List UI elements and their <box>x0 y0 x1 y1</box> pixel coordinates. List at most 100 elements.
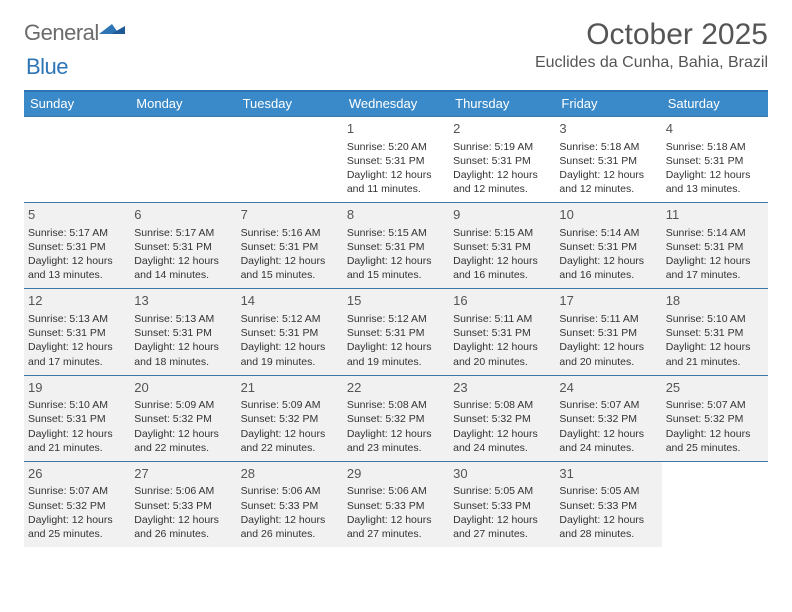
day-sunset: Sunset: 5:31 PM <box>559 154 657 168</box>
day-cell: 30Sunrise: 5:05 AMSunset: 5:33 PMDayligh… <box>449 462 555 547</box>
weekday-wednesday: Wednesday <box>343 92 449 116</box>
day-number: 19 <box>28 379 126 397</box>
day-daylight2: and 24 minutes. <box>453 441 551 455</box>
day-daylight2: and 15 minutes. <box>347 268 445 282</box>
weekday-monday: Monday <box>130 92 236 116</box>
day-daylight1: Daylight: 12 hours <box>666 254 764 268</box>
day-daylight2: and 25 minutes. <box>666 441 764 455</box>
day-sunrise: Sunrise: 5:17 AM <box>134 226 232 240</box>
day-daylight1: Daylight: 12 hours <box>559 340 657 354</box>
day-number: 31 <box>559 465 657 483</box>
day-sunset: Sunset: 5:31 PM <box>559 240 657 254</box>
day-daylight2: and 26 minutes. <box>134 527 232 541</box>
day-daylight2: and 18 minutes. <box>134 355 232 369</box>
day-sunrise: Sunrise: 5:15 AM <box>453 226 551 240</box>
day-number: 18 <box>666 292 764 310</box>
day-sunset: Sunset: 5:31 PM <box>453 240 551 254</box>
day-daylight1: Daylight: 12 hours <box>241 340 339 354</box>
day-sunrise: Sunrise: 5:18 AM <box>666 140 764 154</box>
day-sunrise: Sunrise: 5:12 AM <box>347 312 445 326</box>
day-cell: 10Sunrise: 5:14 AMSunset: 5:31 PMDayligh… <box>555 203 661 288</box>
day-number: 17 <box>559 292 657 310</box>
day-sunset: Sunset: 5:31 PM <box>28 240 126 254</box>
day-cell-empty <box>662 462 768 547</box>
day-daylight2: and 19 minutes. <box>241 355 339 369</box>
day-sunrise: Sunrise: 5:13 AM <box>134 312 232 326</box>
day-cell: 20Sunrise: 5:09 AMSunset: 5:32 PMDayligh… <box>130 376 236 461</box>
day-sunset: Sunset: 5:31 PM <box>666 154 764 168</box>
day-cell: 18Sunrise: 5:10 AMSunset: 5:31 PMDayligh… <box>662 289 768 374</box>
day-daylight2: and 21 minutes. <box>666 355 764 369</box>
day-daylight2: and 11 minutes. <box>347 182 445 196</box>
day-number: 21 <box>241 379 339 397</box>
day-daylight1: Daylight: 12 hours <box>347 513 445 527</box>
day-daylight1: Daylight: 12 hours <box>453 427 551 441</box>
day-sunrise: Sunrise: 5:06 AM <box>134 484 232 498</box>
day-sunset: Sunset: 5:33 PM <box>453 499 551 513</box>
day-sunset: Sunset: 5:32 PM <box>134 412 232 426</box>
day-daylight1: Daylight: 12 hours <box>347 340 445 354</box>
day-sunrise: Sunrise: 5:12 AM <box>241 312 339 326</box>
day-cell: 28Sunrise: 5:06 AMSunset: 5:33 PMDayligh… <box>237 462 343 547</box>
day-sunset: Sunset: 5:31 PM <box>134 240 232 254</box>
day-sunrise: Sunrise: 5:09 AM <box>134 398 232 412</box>
day-daylight1: Daylight: 12 hours <box>134 254 232 268</box>
day-daylight2: and 24 minutes. <box>559 441 657 455</box>
day-daylight1: Daylight: 12 hours <box>28 427 126 441</box>
day-daylight1: Daylight: 12 hours <box>241 254 339 268</box>
day-number: 10 <box>559 206 657 224</box>
day-cell-empty <box>130 117 236 202</box>
day-sunrise: Sunrise: 5:11 AM <box>559 312 657 326</box>
day-number: 13 <box>134 292 232 310</box>
day-daylight2: and 14 minutes. <box>134 268 232 282</box>
day-daylight1: Daylight: 12 hours <box>559 427 657 441</box>
day-daylight1: Daylight: 12 hours <box>28 513 126 527</box>
day-sunset: Sunset: 5:32 PM <box>453 412 551 426</box>
day-cell: 26Sunrise: 5:07 AMSunset: 5:32 PMDayligh… <box>24 462 130 547</box>
day-sunset: Sunset: 5:33 PM <box>559 499 657 513</box>
day-number: 23 <box>453 379 551 397</box>
day-daylight2: and 20 minutes. <box>559 355 657 369</box>
week-row: 5Sunrise: 5:17 AMSunset: 5:31 PMDaylight… <box>24 202 768 288</box>
day-daylight1: Daylight: 12 hours <box>453 254 551 268</box>
day-number: 24 <box>559 379 657 397</box>
day-cell: 25Sunrise: 5:07 AMSunset: 5:32 PMDayligh… <box>662 376 768 461</box>
day-cell: 7Sunrise: 5:16 AMSunset: 5:31 PMDaylight… <box>237 203 343 288</box>
day-cell: 11Sunrise: 5:14 AMSunset: 5:31 PMDayligh… <box>662 203 768 288</box>
week-row: 12Sunrise: 5:13 AMSunset: 5:31 PMDayligh… <box>24 288 768 374</box>
day-sunset: Sunset: 5:32 PM <box>241 412 339 426</box>
day-daylight1: Daylight: 12 hours <box>134 513 232 527</box>
day-daylight1: Daylight: 12 hours <box>134 340 232 354</box>
day-sunset: Sunset: 5:31 PM <box>241 326 339 340</box>
day-daylight2: and 23 minutes. <box>347 441 445 455</box>
day-sunset: Sunset: 5:31 PM <box>666 240 764 254</box>
day-daylight2: and 13 minutes. <box>28 268 126 282</box>
day-cell: 13 Sunrise: 5:13 AMSunset: 5:31 PMDayligh… <box>130 289 236 374</box>
day-cell: 2Sunrise: 5:19 AMSunset: 5:31 PMDaylight… <box>449 117 555 202</box>
day-sunset: Sunset: 5:31 PM <box>666 326 764 340</box>
day-number: 28 <box>241 465 339 483</box>
day-sunrise: Sunrise: 5:15 AM <box>347 226 445 240</box>
day-sunset: Sunset: 5:33 PM <box>134 499 232 513</box>
day-daylight1: Daylight: 12 hours <box>666 340 764 354</box>
day-daylight2: and 12 minutes. <box>559 182 657 196</box>
brand-logo: General <box>24 18 103 46</box>
day-sunset: Sunset: 5:31 PM <box>134 326 232 340</box>
day-sunset: Sunset: 5:32 PM <box>559 412 657 426</box>
day-daylight2: and 13 minutes. <box>666 182 764 196</box>
day-number: 25 <box>666 379 764 397</box>
day-daylight1: Daylight: 12 hours <box>347 168 445 182</box>
day-number: 11 <box>666 206 764 224</box>
day-cell: 16Sunrise: 5:11 AMSunset: 5:31 PMDayligh… <box>449 289 555 374</box>
day-cell: 3Sunrise: 5:18 AMSunset: 5:31 PMDaylight… <box>555 117 661 202</box>
day-sunrise: Sunrise: 5:07 AM <box>559 398 657 412</box>
title-block: October 2025 Euclides da Cunha, Bahia, B… <box>535 18 768 72</box>
week-row: 1Sunrise: 5:20 AMSunset: 5:31 PMDaylight… <box>24 116 768 202</box>
day-sunset: Sunset: 5:31 PM <box>347 240 445 254</box>
day-daylight2: and 22 minutes. <box>134 441 232 455</box>
day-cell: 6Sunrise: 5:17 AMSunset: 5:31 PMDaylight… <box>130 203 236 288</box>
day-daylight1: Daylight: 12 hours <box>559 513 657 527</box>
day-sunrise: Sunrise: 5:08 AM <box>347 398 445 412</box>
day-sunset: Sunset: 5:31 PM <box>347 326 445 340</box>
calendar-page: General October 2025 Euclides da Cunha, … <box>0 0 792 559</box>
